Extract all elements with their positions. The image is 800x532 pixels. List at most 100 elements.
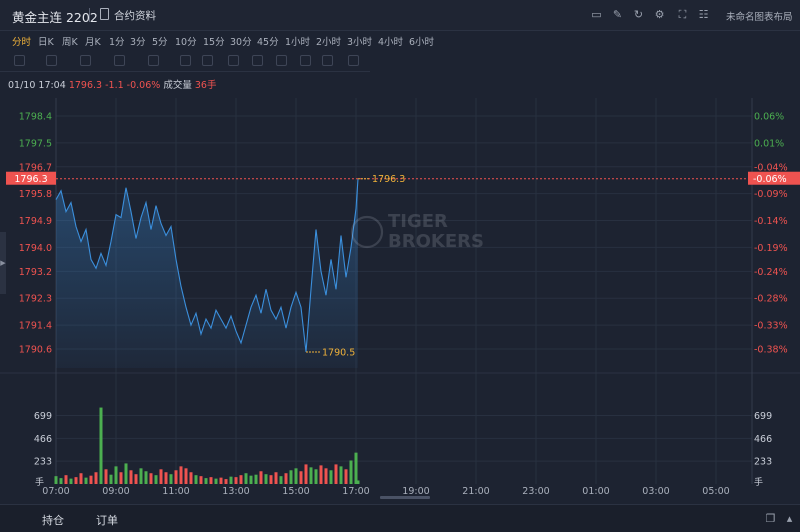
tab-timeframe[interactable]: 3分: [130, 37, 146, 48]
volume-bar: [299, 471, 303, 484]
volume-unit-label: 手: [35, 476, 44, 488]
fib-tool-icon[interactable]: [114, 55, 125, 66]
expand-panel-icon[interactable]: ▴: [786, 512, 793, 525]
price-tick-label: 1790.6: [19, 345, 52, 356]
time-tick-label: 09:00: [102, 486, 129, 497]
volume-bar: [224, 479, 228, 484]
settings-icon[interactable]: ⚙: [654, 8, 665, 21]
document-icon[interactable]: [100, 8, 109, 20]
volume-bar: [64, 475, 68, 484]
volume-bar: [84, 477, 88, 484]
channel-tool-icon[interactable]: [148, 55, 159, 66]
price-tick-label: 1794.9: [19, 216, 52, 227]
tab-timeframe[interactable]: 日K: [38, 37, 54, 48]
magnet-icon[interactable]: [276, 55, 287, 66]
tab-timeframe[interactable]: 15分: [203, 37, 225, 48]
volume-bars: [54, 407, 360, 484]
sidebar-collapse-handle[interactable]: ▶: [0, 232, 6, 294]
price-line: [55, 178, 359, 353]
volume-bar: [356, 480, 360, 484]
info-change: -1.1: [105, 80, 124, 91]
rectangle-tool-icon[interactable]: [46, 55, 57, 66]
volume-bar: [274, 472, 278, 484]
volume-bar: [294, 468, 298, 484]
shape-tool-icon[interactable]: [202, 55, 213, 66]
tab-timeframe[interactable]: 10分: [175, 37, 197, 48]
volume-tick-label: 466: [754, 434, 772, 445]
intraday-chart[interactable]: 1798.4 0.06% 1797.5 0.01% 1796.7 -0.04% 1795.8…: [0, 0, 800, 504]
trendline-tool-icon[interactable]: [14, 55, 25, 66]
volume-bar: [254, 474, 258, 484]
tab-timeframe[interactable]: 周K: [62, 37, 78, 48]
tab-timeframe[interactable]: 5分: [152, 37, 168, 48]
pen-tool-icon[interactable]: [228, 55, 239, 66]
drawing-toolbar: [0, 51, 370, 72]
tab-timeframe[interactable]: 月K: [85, 37, 101, 48]
eye-icon[interactable]: [300, 55, 311, 66]
tab-positions[interactable]: 持仓: [42, 514, 64, 527]
info-price: 1796.3: [68, 80, 103, 91]
volume-tick-label: 233: [754, 457, 772, 468]
volume-bar: [139, 468, 143, 484]
volume-bar: [194, 475, 198, 484]
tab-orders[interactable]: 订单: [96, 514, 118, 527]
tab-timeframe[interactable]: 1分: [109, 37, 125, 48]
copy-panel-icon[interactable]: ❐: [765, 512, 776, 525]
trash-icon[interactable]: [348, 55, 359, 66]
volume-bar: [174, 470, 178, 484]
volume-bar: [269, 475, 273, 484]
pct-tick-label: -0.33%: [754, 321, 788, 332]
time-tick-label: 05:00: [702, 486, 729, 497]
screenshot-icon[interactable]: ▭: [591, 8, 602, 21]
pct-tick-label: -0.28%: [754, 294, 788, 305]
draw-edit-icon[interactable]: ✎: [612, 8, 623, 21]
price-tick-label: 1791.4: [19, 321, 52, 332]
copy-icon[interactable]: [322, 55, 333, 66]
price-info-line: 01/10 17:04 1796.3 -1.1 -0.06% 成交量 36手: [8, 77, 216, 91]
volume-tick-label: 699: [34, 411, 52, 422]
tab-timeframe[interactable]: 3小时: [347, 37, 373, 48]
volume-bar: [114, 466, 118, 484]
instrument-title[interactable]: 黄金主连 2202: [12, 10, 98, 25]
tab-timeframe[interactable]: 1小时: [285, 37, 311, 48]
volume-bar: [204, 478, 208, 484]
price-markers: 1796.3 -0.06% 1796.3 1790.5: [6, 171, 800, 358]
refresh-icon[interactable]: ↻: [633, 8, 644, 21]
tab-timeframe[interactable]: 4小时: [378, 37, 404, 48]
tab-timeframe[interactable]: 30分: [230, 37, 252, 48]
volume-bar: [104, 469, 108, 484]
watermark: TIGER BROKERS: [350, 211, 484, 252]
measure-tool-icon[interactable]: [80, 55, 91, 66]
fullscreen-icon[interactable]: ⛶: [678, 8, 687, 21]
layout-name[interactable]: 未命名图表布局: [726, 12, 793, 23]
contract-info-link[interactable]: 合约资料: [114, 10, 156, 22]
volume-unit-label: 手: [754, 476, 763, 488]
volume-bar: [99, 407, 103, 484]
time-tick-label: 23:00: [522, 486, 549, 497]
volume-bar: [319, 465, 323, 484]
volume-bar: [329, 470, 333, 484]
volume-bar: [279, 476, 283, 484]
layout-grid-icon[interactable]: ☷: [698, 8, 709, 21]
volume-bar: [354, 452, 358, 484]
high-marker-label: 1796.3: [372, 174, 405, 185]
tab-timeframe[interactable]: 分时: [12, 37, 32, 48]
volume-bar: [324, 468, 328, 484]
volume-bar: [349, 460, 353, 484]
price-tick-label: 1797.5: [19, 138, 52, 149]
volume-bar: [259, 471, 263, 484]
tab-timeframe[interactable]: 2小时: [316, 37, 342, 48]
text-tool-icon[interactable]: [180, 55, 191, 66]
time-tick-label: 17:00: [342, 486, 369, 497]
volume-bar: [189, 472, 193, 484]
tab-timeframe[interactable]: 45分: [257, 37, 279, 48]
timeframe-tabs: 分时 日K 周K 月K 1分 3分 5分 10分 15分 30分 45分 1小时…: [0, 30, 800, 50]
last-pct-value: -0.06%: [753, 174, 787, 185]
time-scroll-handle[interactable]: [380, 496, 430, 499]
volume-tick-label: 233: [34, 457, 52, 468]
volume-bar: [129, 470, 133, 484]
lock-icon[interactable]: [252, 55, 263, 66]
price-tick-label: 1792.3: [19, 294, 52, 305]
tab-timeframe[interactable]: 6小时: [409, 37, 435, 48]
volume-bar: [339, 466, 343, 484]
